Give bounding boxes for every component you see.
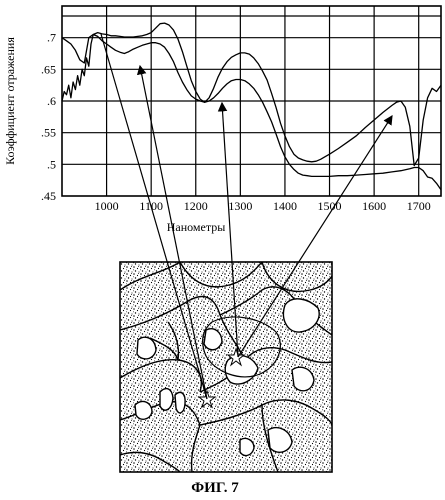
y-tick-label: .5 — [47, 157, 56, 171]
x-tick-label: 1300 — [228, 199, 252, 213]
x-tick-label: 1700 — [407, 199, 431, 213]
figure-caption: ФИГ. 7 — [191, 480, 239, 496]
x-tick-label: 1000 — [95, 199, 119, 213]
y-tick-label: .6 — [47, 94, 56, 108]
y-tick-labels: .7 .65 .6 .55 .5 .45 — [41, 31, 56, 203]
x-axis-title: Нанометры — [167, 220, 226, 234]
x-tick-label: 1600 — [362, 199, 386, 213]
micrograph — [120, 262, 332, 472]
y-tick-label: .55 — [41, 126, 56, 140]
y-tick-label: .45 — [41, 189, 56, 203]
y-tick-label: .65 — [41, 62, 56, 76]
x-tick-labels: 10001100120013001400150016001700 — [95, 199, 431, 213]
x-tick-label: 1400 — [273, 199, 297, 213]
y-axis-title: Коэффициент отражения — [3, 37, 17, 165]
y-tick-label: .7 — [47, 31, 56, 45]
x-tick-label: 1200 — [184, 199, 208, 213]
